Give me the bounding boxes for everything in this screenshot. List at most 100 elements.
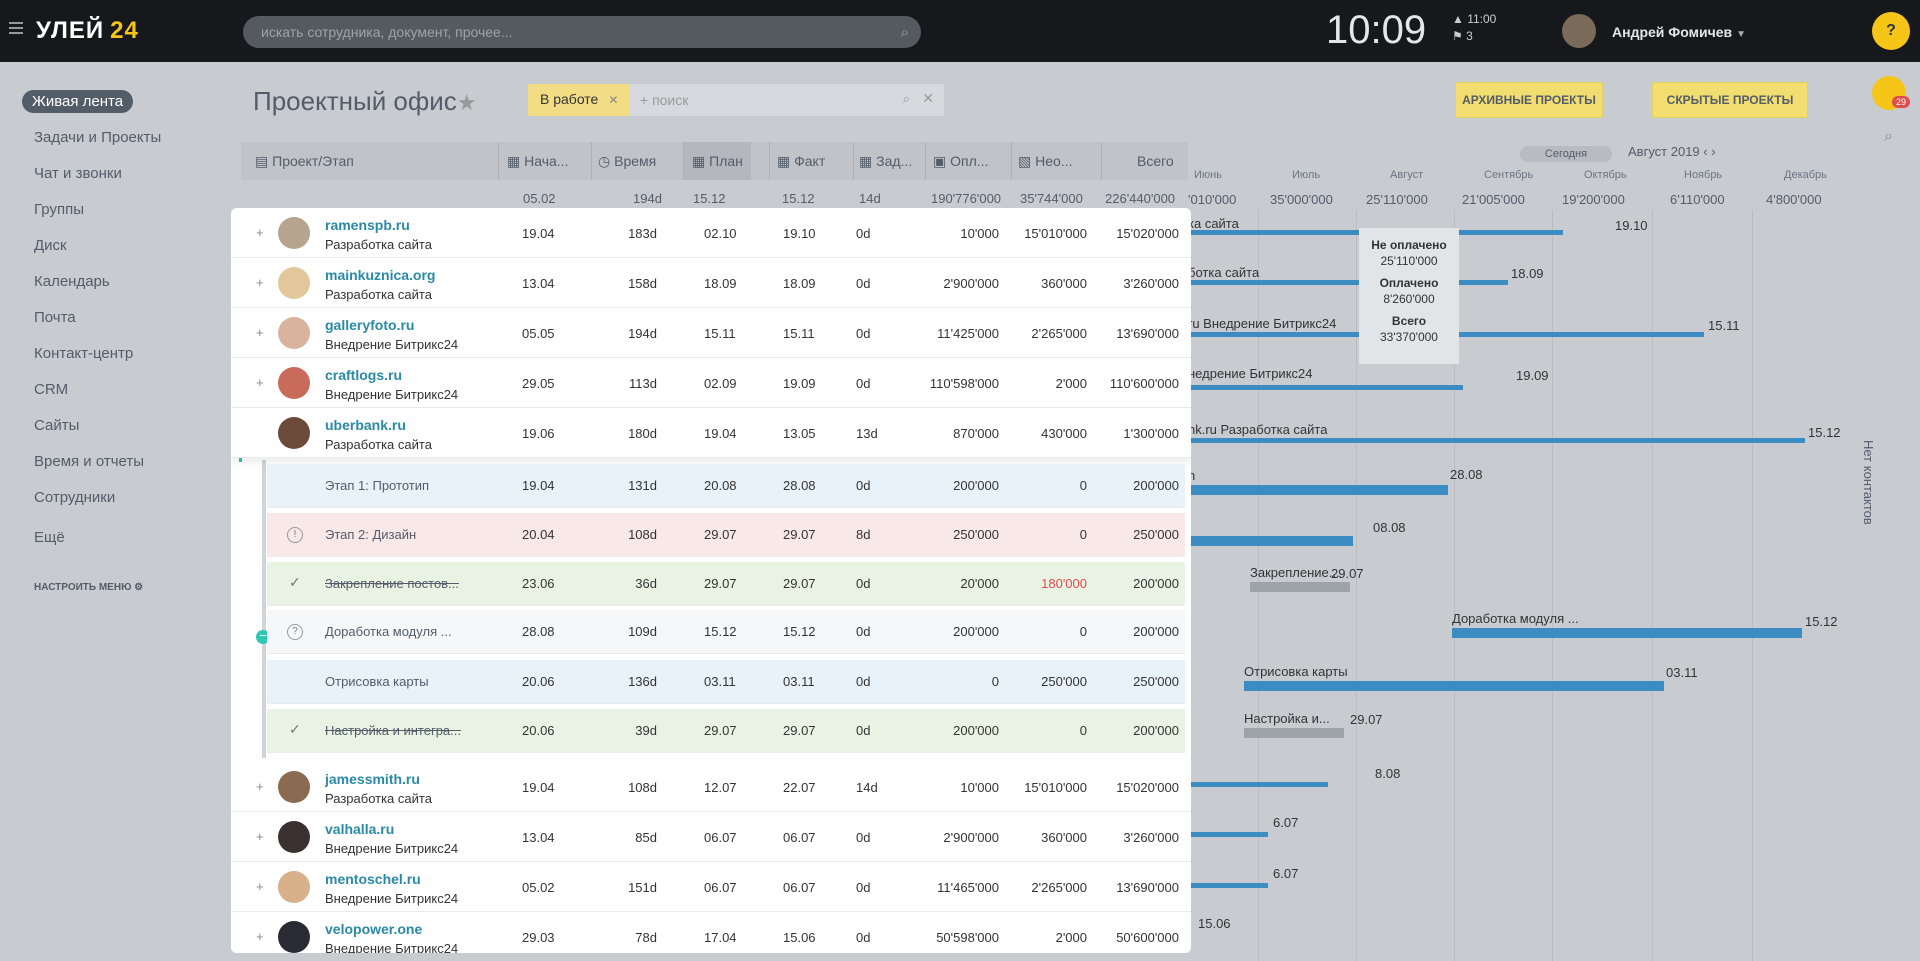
project-name[interactable]: galleryfoto.ru: [325, 317, 415, 333]
col-plan[interactable]: ▦ План: [684, 142, 751, 180]
sidebar-item-groups[interactable]: Группы: [34, 201, 84, 218]
gantt-bar[interactable]: [1250, 582, 1350, 592]
totals-row: 05.02 194d 15.12 15.12 14d 190'776'000 3…: [523, 191, 1176, 206]
star-icon[interactable]: ★: [456, 90, 477, 115]
project-name[interactable]: craftlogs.ru: [325, 367, 403, 383]
expand-icon[interactable]: +: [256, 779, 264, 794]
project-name[interactable]: velopower.one: [325, 921, 423, 937]
sidebar-item-chat[interactable]: Чат и звонки: [34, 165, 122, 182]
project-name[interactable]: valhalla.ru: [325, 821, 395, 837]
next-icon[interactable]: ›: [1711, 144, 1716, 159]
project-name[interactable]: uberbank.ru: [325, 417, 406, 433]
gantt-bar[interactable]: [1188, 485, 1448, 495]
expand-icon[interactable]: +: [256, 375, 264, 390]
gantt-chart: ка сайта 19.10 ботка сайта 18.09 ru Внедре…: [1188, 210, 1856, 961]
expand-icon[interactable]: +: [256, 879, 264, 894]
sidebar-item-contact-center[interactable]: Контакт-центр: [34, 345, 134, 362]
col-paid[interactable]: ▣ Опл...: [933, 153, 989, 169]
user-avatar[interactable]: [1562, 14, 1596, 48]
sidebar-item-more[interactable]: Ещё: [34, 529, 65, 546]
table-row[interactable]: + galleryfoto.ru Внедрение Битрикс24 05.…: [231, 308, 1191, 358]
hidden-projects-button[interactable]: СКРЫТЫЕ ПРОЕКТЫ: [1652, 82, 1808, 118]
col-time[interactable]: ◷ Время: [598, 153, 657, 169]
logo[interactable]: УЛЕЙ 24: [36, 17, 139, 44]
gantt-bar[interactable]: [1188, 782, 1328, 787]
filter-bar[interactable]: В работе ✕ + поиск ⌕ ✕: [528, 84, 944, 116]
reminders[interactable]: ▲ 11:00 ⚑ 3: [1452, 12, 1497, 43]
user-menu[interactable]: Андрей Фомичев ▼: [1612, 24, 1746, 40]
table-row-active[interactable]: − uberbank.ru Разработка сайта 19.06 180…: [231, 408, 1191, 644]
stage-row[interactable]: Отрисовка карты 20.06 136d 03.11 03.11 0…: [267, 660, 1185, 704]
sidebar-item-calendar[interactable]: Календарь: [34, 273, 110, 290]
avatar: [278, 771, 310, 803]
sidebar-item-mail[interactable]: Почта: [34, 309, 76, 326]
check-icon: ✓: [289, 721, 301, 737]
table-row[interactable]: + mentoschel.ru Внедрение Битрикс24 05.0…: [231, 862, 1191, 912]
archive-projects-button[interactable]: АРХИВНЫЕ ПРОЕКТЫ: [1455, 82, 1603, 118]
col-total[interactable]: Всего: [1137, 153, 1174, 169]
warning-icon: !: [287, 527, 303, 543]
table-row[interactable]: + jamessmith.ru Разработка сайта 19.04 1…: [231, 762, 1191, 812]
expand-icon[interactable]: +: [256, 225, 264, 240]
gantt-bar[interactable]: [1188, 832, 1268, 837]
sidebar-item-disk[interactable]: Диск: [34, 237, 67, 254]
stage-row[interactable]: ? Доработка модуля ... 28.08 109d 15.12 …: [267, 610, 1185, 654]
sidebar-item-feed[interactable]: Живая лента: [22, 90, 134, 113]
col-project[interactable]: ▤ Проект/Этап: [255, 153, 354, 169]
collapse-icon[interactable]: −: [256, 629, 270, 644]
col-unpaid[interactable]: ▧ Нео...: [1018, 153, 1073, 169]
stage-row[interactable]: ✓ Закрепление постов... 23.06 36d 29.07 …: [267, 562, 1185, 606]
stage-row[interactable]: Этап 1: Прототип 19.04 131d 20.08 28.08 …: [267, 464, 1185, 508]
expand-icon[interactable]: +: [256, 929, 264, 944]
expand-icon[interactable]: +: [256, 325, 264, 340]
table-row[interactable]: + valhalla.ru Внедрение Битрикс24 13.04 …: [231, 812, 1191, 862]
table-row[interactable]: + craftlogs.ru Внедрение Битрикс24 29.05…: [231, 358, 1191, 408]
table-row[interactable]: + ramenspb.ru Разработка сайта 19.04 183…: [231, 208, 1191, 258]
project-name[interactable]: ramenspb.ru: [325, 217, 410, 233]
menu-icon[interactable]: [9, 22, 23, 34]
sidebar-item-time[interactable]: Время и отчеты: [34, 453, 145, 470]
gantt-bar[interactable]: [1188, 385, 1463, 390]
table-row[interactable]: + mainkuznica.org Разработка сайта 13.04…: [231, 258, 1191, 308]
gantt-bar[interactable]: [1244, 728, 1344, 738]
search-icon[interactable]: ⌕: [1884, 128, 1893, 145]
project-name[interactable]: jamessmith.ru: [325, 771, 420, 787]
avatar: [278, 821, 310, 853]
search-input[interactable]: искать сотрудника, документ, прочее... ⌕: [243, 16, 921, 48]
sidebar-item-employees[interactable]: Сотрудники: [34, 489, 116, 506]
sidebar-item-sites[interactable]: Сайты: [34, 417, 80, 434]
close-icon[interactable]: ✕: [608, 93, 619, 107]
project-sub: Внедрение Битрикс24: [325, 387, 459, 402]
search-icon[interactable]: ⌕: [902, 91, 910, 106]
project-sub: Разработка сайта: [325, 437, 432, 452]
stage-row[interactable]: ! Этап 2: Дизайн 20.04 108d 29.07 29.07 …: [267, 513, 1185, 557]
gantt-bar[interactable]: [1188, 883, 1268, 888]
gantt-bar[interactable]: [1452, 628, 1802, 638]
project-name[interactable]: mainkuznica.org: [325, 267, 436, 283]
gantt-bar[interactable]: [1188, 280, 1508, 285]
expand-icon[interactable]: +: [256, 275, 264, 290]
project-name[interactable]: mentoschel.ru: [325, 871, 421, 887]
sidebar-item-tasks[interactable]: Задачи и Проекты: [34, 129, 162, 146]
gantt-bar[interactable]: [1188, 536, 1353, 546]
project-sub: Внедрение Битрикс24: [325, 891, 459, 906]
expand-icon[interactable]: +: [256, 829, 264, 844]
col-fact[interactable]: ▦ Факт: [777, 153, 826, 169]
gantt-bar[interactable]: [1188, 438, 1805, 443]
stage-row[interactable]: ✓ Настройка и интегра... 20.06 39d 29.07…: [267, 709, 1185, 753]
sidebar-item-crm[interactable]: CRM: [34, 381, 69, 398]
clear-icon[interactable]: ✕: [922, 90, 934, 106]
prev-icon[interactable]: ‹: [1703, 144, 1708, 159]
notifications-icon[interactable]: 29: [1872, 76, 1911, 110]
table-row[interactable]: + velopower.one Внедрение Битрикс24 29.0…: [231, 912, 1191, 953]
configure-menu[interactable]: НАСТРОИТЬ МЕНЮ ⚙: [34, 582, 144, 593]
gantt-bar[interactable]: [1244, 681, 1664, 691]
col-delay[interactable]: ▦ Зад...: [859, 153, 913, 169]
today-button[interactable]: Сегодня: [1520, 146, 1612, 162]
filter-chip[interactable]: В работе ✕: [528, 84, 631, 116]
avatar: [278, 317, 310, 349]
help-button[interactable]: ?: [1872, 12, 1910, 50]
top-bar: УЛЕЙ 24 искать сотрудника, документ, проч…: [0, 0, 1920, 62]
filter-search[interactable]: + поиск: [640, 92, 689, 108]
col-start[interactable]: ▦ Нача...: [507, 153, 569, 169]
